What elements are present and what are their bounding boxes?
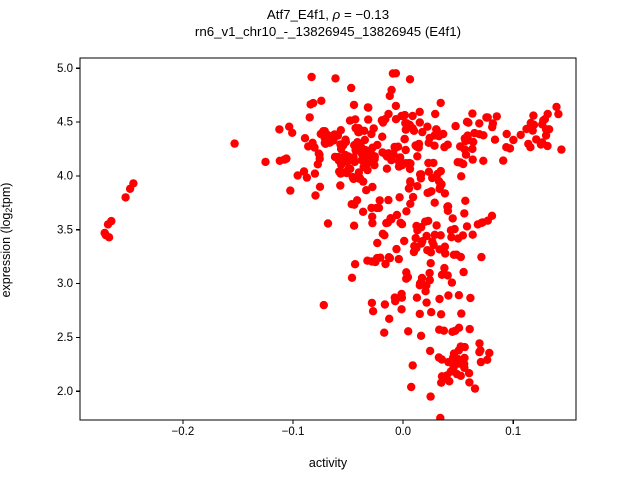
svg-text:0.0: 0.0: [395, 426, 411, 438]
svg-text:4.5: 4.5: [57, 117, 73, 129]
svg-text:3.0: 3.0: [57, 278, 73, 290]
svg-text:−0.1: −0.1: [282, 426, 305, 438]
svg-text:−0.2: −0.2: [172, 426, 195, 438]
svg-text:3.5: 3.5: [57, 224, 73, 236]
svg-text:4.0: 4.0: [57, 171, 73, 183]
svg-text:0.1: 0.1: [505, 426, 521, 438]
svg-text:2.0: 2.0: [57, 386, 73, 398]
svg-text:5.0: 5.0: [57, 63, 73, 75]
svg-text:2.5: 2.5: [57, 332, 73, 344]
